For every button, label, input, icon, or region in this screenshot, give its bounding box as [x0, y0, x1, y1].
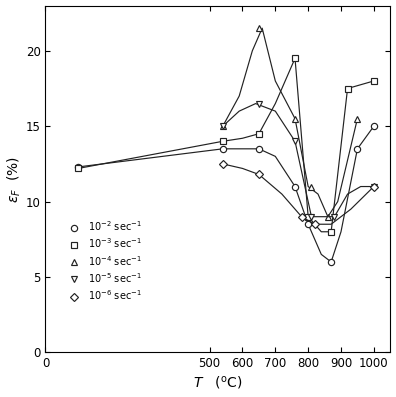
X-axis label: $T$$\quad$$\rm{(^oC)}$: $T$$\quad$$\rm{(^oC)}$: [193, 374, 243, 391]
Y-axis label: $\varepsilon_F$  (%): $\varepsilon_F$ (%): [6, 156, 23, 202]
Legend: $10^{-2}$ sec$^{-1}$, $10^{-3}$ sec$^{-1}$, $10^{-4}$ sec$^{-1}$, $10^{-5}$ sec$: $10^{-2}$ sec$^{-1}$, $10^{-3}$ sec$^{-1…: [61, 216, 146, 306]
